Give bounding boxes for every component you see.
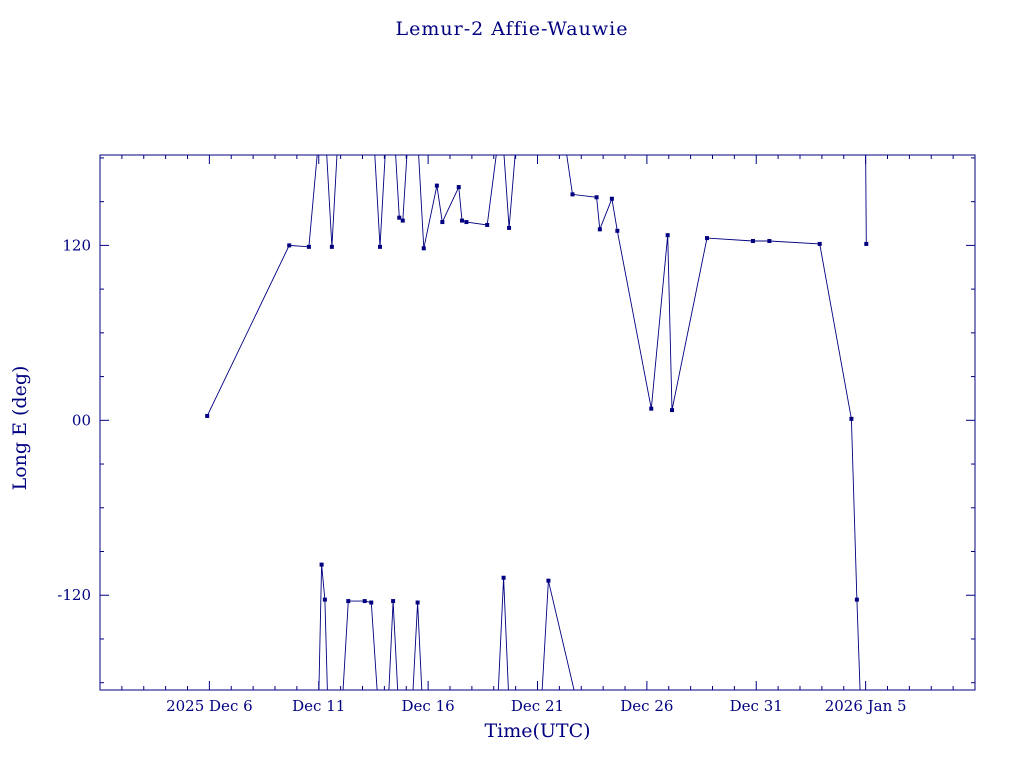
x-tick-label: Dec 16 — [402, 697, 455, 715]
series-segment — [326, 155, 338, 247]
data-point-marker — [362, 599, 367, 604]
data-point-marker — [817, 241, 822, 246]
plot-frame — [99, 154, 976, 691]
series-segment — [566, 155, 861, 690]
data-series — [205, 155, 869, 690]
series-segment — [206, 155, 318, 417]
x-tick-label: Dec 11 — [292, 697, 345, 715]
data-point-marker — [397, 215, 402, 220]
series-segment — [865, 155, 867, 244]
data-point-marker — [854, 597, 859, 602]
series-segment — [541, 580, 575, 690]
data-point-marker — [400, 218, 405, 223]
data-point-marker — [329, 244, 334, 249]
data-point-marker — [415, 600, 420, 605]
data-point-marker — [609, 196, 614, 201]
data-point-marker — [460, 218, 465, 223]
y-tick-label: 00 — [72, 411, 91, 429]
series-segment — [388, 601, 399, 690]
data-point-marker — [665, 233, 670, 238]
series-segment — [503, 155, 516, 228]
data-point-marker — [594, 195, 599, 200]
x-axis-label: Time(UTC) — [484, 720, 591, 742]
data-point-marker — [485, 222, 490, 227]
series-segment — [374, 155, 386, 247]
data-point-marker — [670, 408, 675, 413]
data-point-marker — [849, 416, 854, 421]
data-point-marker — [456, 185, 461, 190]
series-segment — [497, 577, 509, 690]
data-point-marker — [319, 562, 324, 567]
y-tick-label: 120 — [62, 236, 91, 254]
data-point-marker — [287, 243, 292, 248]
series-segment — [418, 155, 497, 249]
x-tick-label: 2026 Jan 5 — [825, 697, 907, 715]
data-point-marker — [597, 227, 602, 232]
data-point-marker — [322, 597, 327, 602]
data-point-marker — [306, 244, 311, 249]
data-point-marker — [705, 236, 710, 241]
data-point-marker — [501, 575, 506, 580]
data-point-marker — [864, 241, 869, 246]
series-segment — [395, 155, 408, 222]
data-point-marker — [750, 239, 755, 244]
series-segment — [412, 602, 423, 690]
chart-title: Lemur-2 Affie-Wauwie — [395, 18, 629, 40]
data-point-marker — [464, 220, 469, 225]
data-point-marker — [615, 228, 620, 233]
data-point-marker — [570, 192, 575, 197]
data-point-marker — [434, 183, 439, 188]
data-point-marker — [369, 600, 374, 605]
x-tick-label: Dec 26 — [620, 697, 673, 715]
series-segment — [318, 564, 328, 690]
data-point-marker — [546, 578, 551, 583]
data-point-marker — [421, 246, 426, 251]
data-point-marker — [205, 413, 210, 418]
x-tick-label: Dec 31 — [730, 697, 783, 715]
x-tick-label: 2025 Dec 6 — [166, 697, 253, 715]
y-tick-label: -120 — [57, 586, 91, 604]
series-segment — [342, 600, 378, 690]
data-point-marker — [767, 239, 772, 244]
data-point-marker — [391, 599, 396, 604]
data-point-marker — [346, 599, 351, 604]
x-tick-label: Dec 21 — [511, 697, 564, 715]
data-point-marker — [440, 220, 445, 225]
data-point-marker — [378, 244, 382, 249]
data-point-marker — [649, 406, 654, 411]
data-point-marker — [507, 225, 512, 230]
